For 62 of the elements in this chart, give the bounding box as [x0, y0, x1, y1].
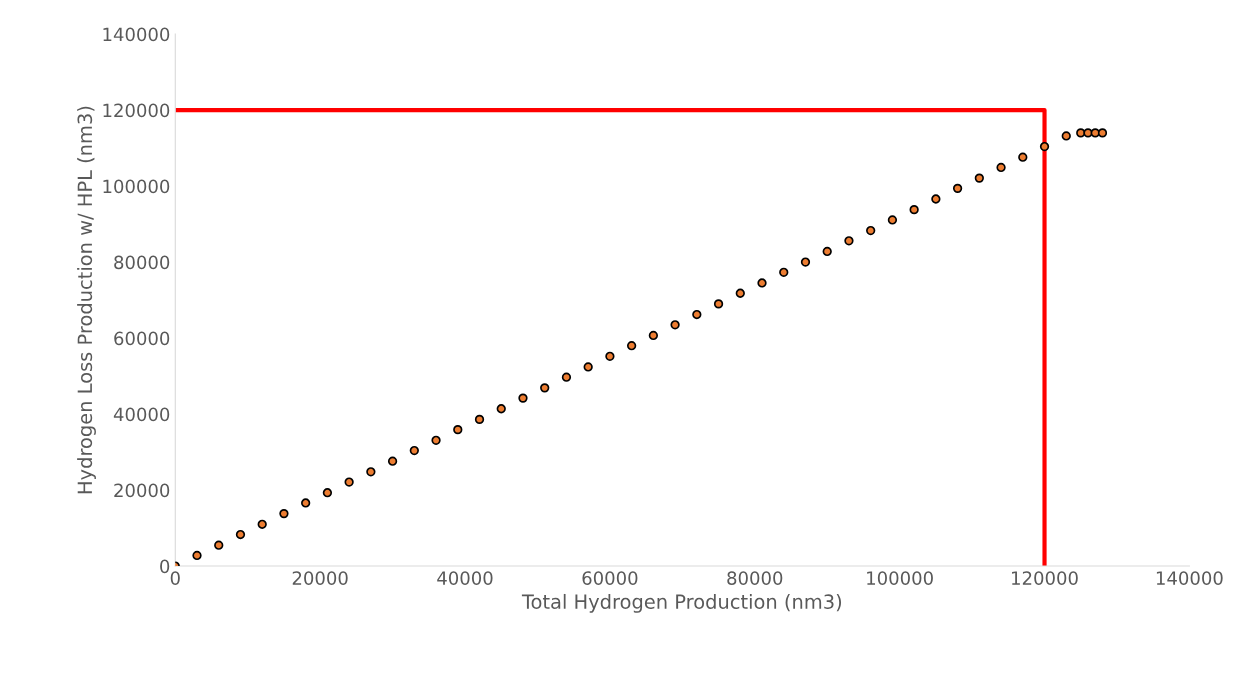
- point: [996, 162, 1006, 173]
- point: [1039, 141, 1050, 152]
- y-tick-label: 100000: [103, 179, 170, 194]
- point: [648, 330, 659, 341]
- point: [670, 320, 680, 330]
- x-tick-label: 140000: [1156, 571, 1223, 585]
- y-tick-label: 0: [160, 559, 170, 574]
- point: [909, 205, 919, 215]
- point: [800, 257, 811, 267]
- point: [366, 467, 376, 477]
- point: [1061, 131, 1071, 141]
- x-tick-label: 60000: [582, 571, 638, 585]
- point: [1018, 152, 1028, 162]
- point: [692, 309, 702, 320]
- y-axis-title: Hydrogen Loss Production w/ HPL (nm3): [77, 106, 96, 494]
- point: [301, 498, 311, 508]
- point: [735, 288, 745, 298]
- y-tick-label: 20000: [114, 483, 170, 498]
- y-tick-label: 60000: [114, 331, 170, 346]
- point: [540, 383, 550, 393]
- point: [626, 341, 637, 351]
- point: [409, 445, 419, 456]
- x-axis-title: Total Hydrogen Production (nm3): [521, 593, 842, 613]
- point: [344, 477, 354, 487]
- point: [387, 456, 398, 466]
- point: [931, 194, 941, 204]
- point: [822, 246, 832, 257]
- point: [1097, 128, 1108, 138]
- point: [496, 404, 506, 414]
- point: [192, 550, 202, 561]
- y-tick-label: 140000: [103, 27, 170, 42]
- x-tick-label: 20000: [292, 571, 348, 585]
- point: [605, 351, 615, 361]
- point: [1076, 128, 1086, 138]
- point: [518, 393, 528, 403]
- point: [322, 488, 333, 498]
- point: [583, 362, 593, 372]
- x-tick-label: 40000: [437, 571, 493, 585]
- point: [844, 236, 854, 246]
- point: [757, 278, 767, 288]
- x-tick-label: 0: [170, 571, 180, 585]
- point: [453, 425, 463, 435]
- x-tick-label: 120000: [1012, 571, 1078, 585]
- point: [952, 183, 963, 194]
- y-tick-label: 40000: [113, 407, 170, 422]
- point: [866, 225, 876, 236]
- point: [235, 529, 246, 540]
- point: [214, 540, 224, 550]
- point: [431, 435, 441, 445]
- x-tick-label: 80000: [727, 571, 783, 585]
- point: [474, 414, 485, 425]
- point: [779, 267, 789, 277]
- y-tick-label: 80000: [114, 255, 170, 270]
- point: [279, 508, 289, 519]
- point: [887, 215, 898, 225]
- point: [974, 173, 984, 183]
- x-tick-label: 100000: [867, 571, 933, 585]
- point: [1090, 128, 1100, 138]
- point: [713, 299, 724, 309]
- y-tick-label: 120000: [103, 103, 170, 118]
- point: [561, 372, 572, 382]
- point: [257, 519, 267, 529]
